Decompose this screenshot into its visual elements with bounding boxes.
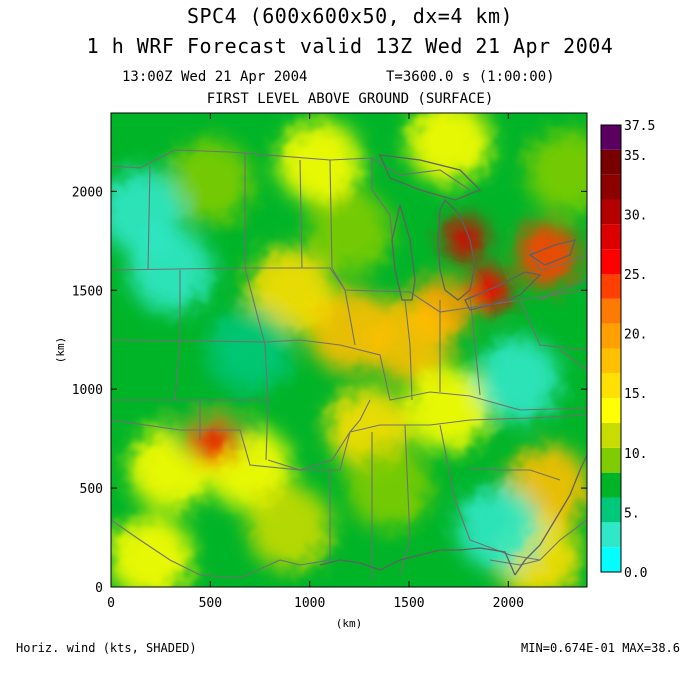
colorbar-swatch (601, 472, 621, 498)
y-axis-label: (km) (54, 337, 67, 364)
wind-speed-field (111, 113, 587, 587)
field-cell (168, 139, 253, 224)
field-cell (192, 420, 237, 465)
min-max-label: MIN=0.674E-01 MAX=38.6 (521, 641, 680, 655)
field-cell (247, 485, 332, 570)
colorbar-swatch (601, 398, 621, 423)
colorbar-swatch (601, 447, 621, 473)
colorbar-swatch (601, 547, 621, 572)
colorbar-swatch (601, 423, 621, 448)
colorbar-swatch (601, 249, 621, 274)
field-cell (307, 287, 392, 372)
y-tick-label: 0 (95, 581, 103, 596)
colorbar-label: 5. (624, 506, 640, 521)
x-tick-label: 1000 (294, 596, 325, 611)
colorbar-swatch (601, 522, 621, 548)
colorbar-swatch (601, 199, 621, 225)
y-tick-label: 1000 (72, 383, 103, 398)
state-boundaries (111, 149, 587, 580)
colorbar-label: 15. (624, 387, 647, 402)
colorbar-label: 10. (624, 447, 647, 462)
y-tick-label: 1500 (72, 284, 103, 299)
field-cell (111, 515, 193, 587)
colorbar-swatch (601, 125, 621, 150)
field-cell (208, 307, 293, 392)
colorbar-swatch (601, 174, 621, 200)
y-tick-label: 500 (80, 482, 103, 497)
y-tick-label: 2000 (72, 185, 103, 200)
colorbar-frame (600, 124, 622, 573)
x-tick-label: 2000 (493, 596, 524, 611)
colorbar-swatch (601, 149, 621, 175)
colorbar-label: 0.0 (624, 566, 647, 581)
field-cell (516, 222, 581, 287)
valid-time-label: 13:00Z Wed 21 Apr 2004 (122, 69, 308, 85)
chart-title: SPC4 (600x600x50, dx=4 km) (186, 4, 514, 28)
x-tick-label: 1500 (393, 596, 424, 611)
colorbar-label: 25. (624, 268, 647, 283)
field-cell (247, 248, 332, 333)
colorbar-swatch (601, 274, 621, 299)
level-label: FIRST LEVEL ABOVE GROUND (SURFACE) (206, 91, 494, 107)
colorbar-label: 30. (624, 208, 647, 223)
plot-frame (110, 112, 588, 588)
field-cell (347, 446, 432, 531)
axes: 0 500 1000 1500 2000 0 500 1000 1500 2000 (km) (km) (54, 113, 587, 630)
field-cell (525, 129, 587, 214)
colorbar: 0.0 5. 10. 15. 20. 25. 30. 35. 37.5 (600, 119, 655, 581)
colorbar-label: 35. (624, 149, 647, 164)
colorbar-label: 20. (624, 328, 647, 343)
field-cell (442, 216, 487, 261)
colorbar-swatch (601, 224, 621, 250)
field-cell (406, 113, 491, 184)
colorbar-swatch (601, 348, 621, 374)
model-time-label: T=3600.0 s (1:00:00) (386, 69, 555, 85)
field-cell (406, 366, 491, 451)
colorbar-label: 37.5 (624, 119, 655, 134)
field-cell (476, 337, 561, 422)
colorbar-swatch (601, 497, 621, 523)
colorbar-swatch (601, 298, 621, 324)
field-cell (307, 188, 392, 273)
field-label: Horiz. wind (kts, SHADED) (16, 641, 197, 655)
colorbar-swatch (601, 323, 621, 349)
field-cell (277, 119, 362, 204)
x-axis-label: (km) (336, 617, 363, 630)
x-tick-label: 0 (107, 596, 115, 611)
coastlines (319, 154, 587, 576)
x-tick-label: 500 (199, 596, 222, 611)
field-cell (111, 169, 183, 254)
chart-subtitle: 1 h WRF Forecast valid 13Z Wed 21 Apr 20… (86, 34, 614, 58)
colorbar-swatch (601, 373, 621, 399)
